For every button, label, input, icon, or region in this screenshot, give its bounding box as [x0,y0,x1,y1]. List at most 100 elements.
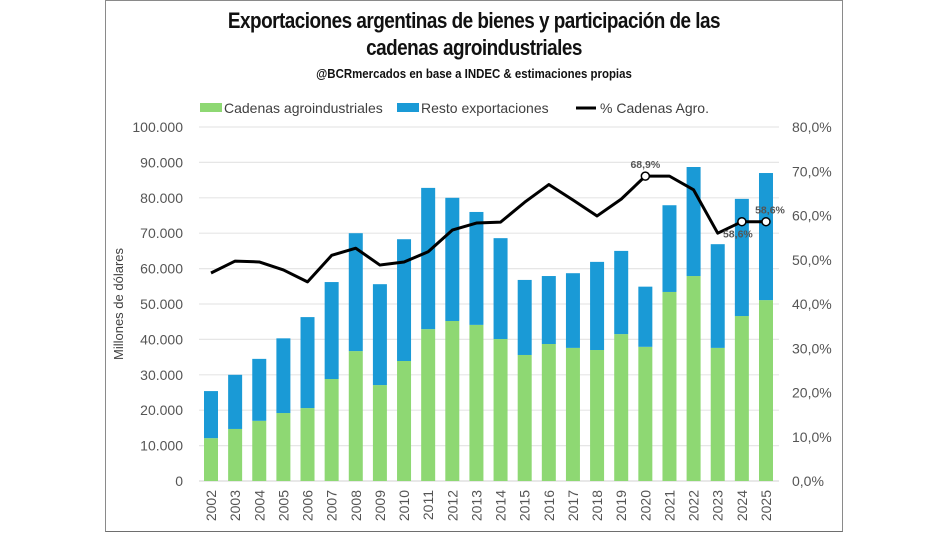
data-label-2024: 58,6% [723,229,753,241]
y-tick-label-left: 10.000 [140,438,183,454]
legend-label: Resto exportaciones [421,100,549,116]
bar-cadenas-agro-2018 [590,350,605,481]
bar-cadenas-agro-2020 [638,346,653,481]
bar-cadenas-agro-2023 [710,347,725,481]
y-tick-label-right: 50,0% [792,252,832,268]
chart-subtitle: @BCRmercados en base a INDEC & estimacio… [316,66,632,81]
x-tick-label: 2014 [493,490,509,521]
bar-resto-2003 [228,374,243,429]
legend-label: Cadenas agroindustriales [224,100,383,116]
x-tick-label: 2012 [444,490,460,521]
x-tick-label: 2016 [541,490,557,521]
y-tick-label-right: 20,0% [792,385,832,401]
bar-cadenas-agro-2009 [372,385,387,481]
data-label-2025: 58,6% [755,205,785,217]
x-tick-label: 2006 [300,490,316,521]
annotated-marker-2025 [761,216,771,227]
percent-line: 68,9% 58,6%58,6% [210,159,786,284]
x-tick-label: 2003 [227,490,243,521]
annotated-marker-2024 [737,216,747,227]
x-tick-label: 2015 [517,490,533,521]
bars [204,167,773,481]
bar-cadenas-agro-2012 [445,320,460,481]
legend-swatch-0 [200,103,222,112]
bar-cadenas-agro-2017 [565,347,580,481]
bar-cadenas-agro-2025 [758,300,773,481]
bar-cadenas-agro-2013 [469,324,484,481]
x-tick-label: 2019 [613,490,629,521]
bar-cadenas-agro-2007 [324,379,339,481]
y-tick-label-right: 40,0% [792,296,832,312]
bar-resto-2021 [662,205,677,292]
x-tick-label: 2018 [589,490,605,521]
y-tick-label-left: 40.000 [140,331,183,347]
y-tick-label-left: 0 [175,473,183,489]
x-tick-label: 2020 [637,490,653,521]
y-axis-label: Millones de dólares [111,248,126,361]
bar-cadenas-agro-2024 [734,316,749,481]
y-tick-label-right: 10,0% [792,429,832,445]
y-axis-right: 0,0% 10,0% 20,0% 30,0% 40,0% 50,0% 60,0% 70,0% 8… [792,119,832,489]
y-axis-left: 0 10.000 20.000 30.000 40.000 50.000 60.000 70.… [132,119,183,489]
bar-resto-2011 [421,187,436,330]
legend: Cadenas agroindustriales Resto exportacio… [200,100,709,116]
x-tick-label: 2010 [396,490,412,521]
bar-resto-2004 [252,358,267,421]
bar-cadenas-agro-2015 [517,354,532,481]
bar-cadenas-agro-2003 [228,428,243,481]
y-tick-label-right: 30,0% [792,340,832,356]
y-tick-label-left: 90.000 [140,154,183,170]
chart-title-line-1: Exportaciones argentinas de bienes y par… [227,8,721,33]
x-tick-label: 2004 [251,490,267,521]
bar-cadenas-agro-2006 [300,408,315,481]
bar-resto-2017 [565,273,580,348]
bar-resto-2018 [590,261,605,351]
x-tick-label: 2002 [203,490,219,521]
x-tick-label: 2009 [372,490,388,521]
y-tick-label-left: 80.000 [140,190,183,206]
y-tick-label-left: 30.000 [140,367,183,383]
bar-resto-2007 [324,282,339,380]
bar-cadenas-agro-2004 [252,420,267,481]
y-tick-label-right: 70,0% [792,163,832,179]
bar-resto-2012 [445,197,460,321]
x-tick-label: 2013 [468,490,484,521]
bar-resto-2013 [469,211,484,325]
bar-cadenas-agro-2021 [662,291,677,481]
y-tick-label-left: 100.000 [132,119,183,135]
bar-resto-2006 [300,317,315,409]
x-tick-label: 2023 [710,490,726,521]
bar-resto-2015 [517,279,532,355]
bar-cadenas-agro-2010 [397,360,412,481]
x-tick-label: 2024 [734,490,750,521]
bar-resto-2024 [734,198,749,317]
bar-resto-2009 [372,284,387,386]
data-label-2020: 68,9% [630,159,660,171]
y-tick-label-left: 60.000 [140,261,183,277]
bar-cadenas-agro-2022 [686,276,701,481]
bar-cadenas-agro-2014 [493,339,508,481]
bar-cadenas-agro-2008 [348,351,363,481]
annotated-marker-2020 [640,171,651,181]
bar-resto-2002 [204,391,218,439]
y-tick-label-right: 80,0% [792,119,832,135]
bar-resto-2016 [541,276,556,345]
x-tick-label: 2025 [758,490,774,521]
x-tick-label: 2007 [324,490,340,521]
chart-title-line-2: cadenas agroindustriales [366,35,582,60]
x-tick-label: 2011 [420,490,436,520]
bar-cadenas-agro-2011 [421,329,436,481]
y-tick-label-right: 0,0% [792,473,824,489]
bar-resto-2020 [638,286,653,347]
bar-resto-2023 [710,244,725,348]
x-tick-label: 2017 [565,490,581,521]
x-tick-label: 2008 [348,490,364,521]
legend-label: % Cadenas Agro. [600,100,709,116]
x-tick-label: 2005 [275,490,291,521]
percent-line-path [210,174,766,284]
bar-cadenas-agro-2002 [204,438,218,481]
x-tick-label: 2022 [686,490,702,521]
bar-resto-2025 [758,173,773,301]
bar-resto-2019 [614,250,629,335]
bar-resto-2022 [686,167,701,277]
